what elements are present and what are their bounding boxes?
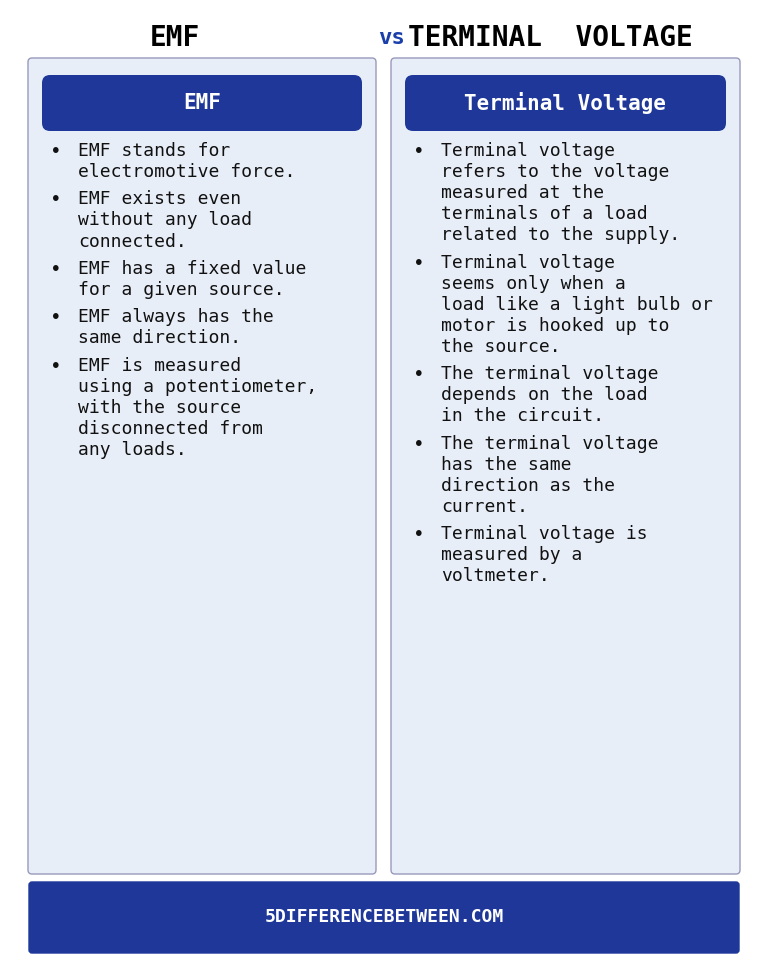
Text: TERMINAL  VOLTAGE: TERMINAL VOLTAGE	[408, 24, 693, 52]
Text: •: •	[413, 365, 425, 384]
Text: connected.: connected.	[78, 232, 187, 251]
Text: without any load: without any load	[78, 211, 252, 229]
Text: EMF stands for: EMF stands for	[78, 142, 230, 160]
Text: terminals of a load: terminals of a load	[441, 205, 647, 223]
Text: 5DIFFERENCEBETWEEN.COM: 5DIFFERENCEBETWEEN.COM	[264, 908, 504, 926]
Text: •: •	[50, 357, 62, 375]
Text: Terminal voltage is: Terminal voltage is	[441, 525, 647, 543]
Text: motor is hooked up to: motor is hooked up to	[441, 317, 670, 335]
Text: any loads.: any loads.	[78, 441, 187, 459]
Text: vs: vs	[378, 28, 405, 48]
Text: using a potentiometer,: using a potentiometer,	[78, 378, 317, 396]
Text: refers to the voltage: refers to the voltage	[441, 163, 670, 181]
Text: EMF exists even: EMF exists even	[78, 190, 241, 208]
Text: electromotive force.: electromotive force.	[78, 163, 296, 181]
Text: the source.: the source.	[441, 338, 561, 356]
Text: current.: current.	[441, 498, 528, 516]
Text: measured by a: measured by a	[441, 546, 582, 564]
Text: •: •	[50, 308, 62, 327]
Text: same direction.: same direction.	[78, 329, 241, 348]
Text: •: •	[413, 142, 425, 161]
Text: •: •	[50, 142, 62, 161]
Text: EMF always has the: EMF always has the	[78, 308, 273, 326]
Text: EMF: EMF	[183, 93, 221, 113]
FancyBboxPatch shape	[28, 58, 376, 874]
Text: depends on the load: depends on the load	[441, 386, 647, 404]
Text: has the same: has the same	[441, 456, 571, 474]
Text: The terminal voltage: The terminal voltage	[441, 435, 658, 453]
Text: direction as the: direction as the	[441, 477, 615, 494]
FancyBboxPatch shape	[405, 75, 726, 131]
Text: Terminal Voltage: Terminal Voltage	[465, 92, 667, 114]
FancyBboxPatch shape	[42, 75, 362, 131]
Text: Terminal voltage: Terminal voltage	[441, 253, 615, 272]
Text: Terminal voltage: Terminal voltage	[441, 142, 615, 160]
Text: disconnected from: disconnected from	[78, 420, 263, 438]
Text: seems only when a: seems only when a	[441, 275, 626, 293]
Text: EMF is measured: EMF is measured	[78, 357, 241, 374]
Text: related to the supply.: related to the supply.	[441, 227, 680, 244]
Text: •: •	[50, 260, 62, 279]
Text: with the source: with the source	[78, 399, 241, 417]
Text: The terminal voltage: The terminal voltage	[441, 365, 658, 383]
Text: measured at the: measured at the	[441, 184, 604, 203]
Text: •: •	[413, 525, 425, 544]
Text: load like a light bulb or: load like a light bulb or	[441, 296, 713, 314]
Text: in the circuit.: in the circuit.	[441, 407, 604, 425]
FancyBboxPatch shape	[29, 882, 739, 953]
Text: •: •	[413, 435, 425, 454]
Text: voltmeter.: voltmeter.	[441, 567, 550, 586]
Text: for a given source.: for a given source.	[78, 281, 285, 299]
Text: EMF: EMF	[150, 24, 200, 52]
Text: •: •	[50, 190, 62, 209]
Text: •: •	[413, 253, 425, 273]
Text: EMF has a fixed value: EMF has a fixed value	[78, 260, 306, 278]
FancyBboxPatch shape	[391, 58, 740, 874]
